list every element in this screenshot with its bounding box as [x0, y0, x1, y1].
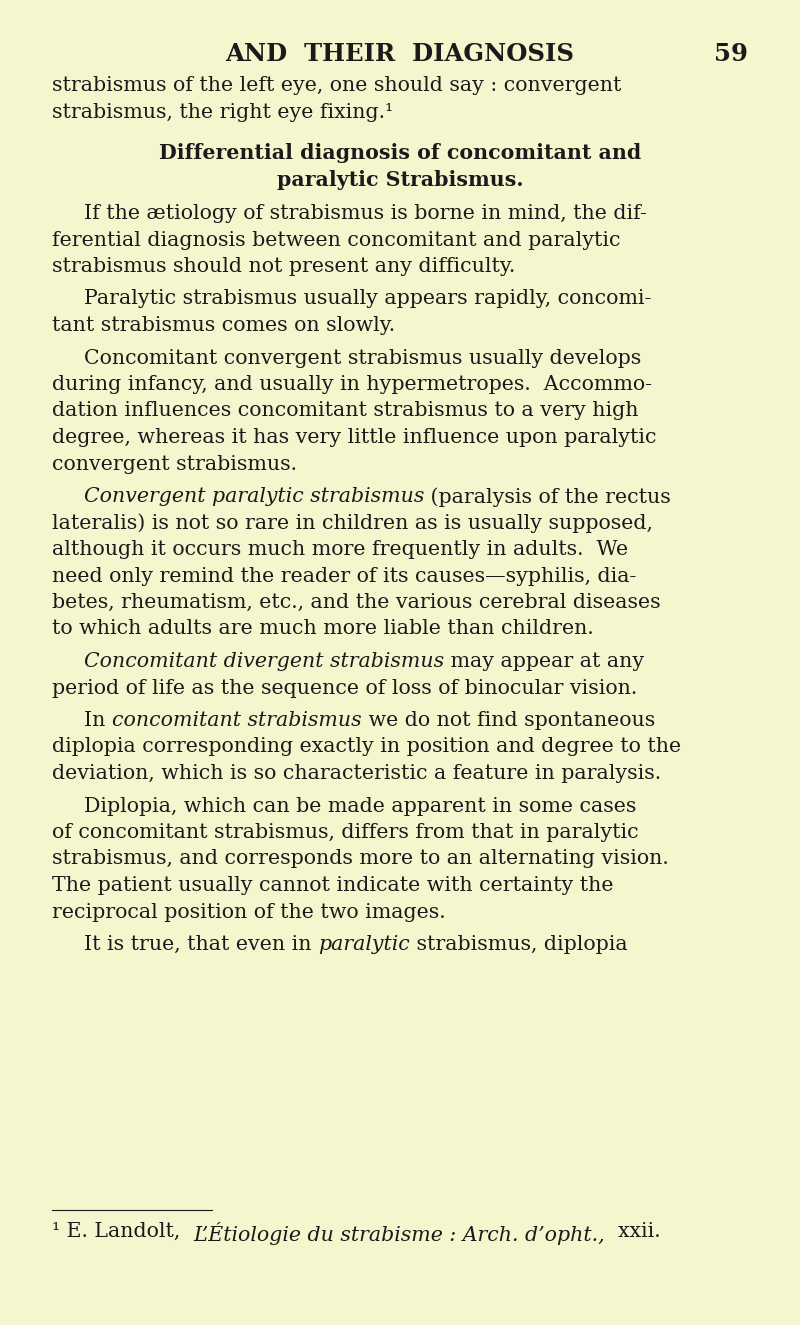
Text: L’Étiologie du strabisme : Arch. d’opht.,: L’Étiologie du strabisme : Arch. d’opht.… — [194, 1222, 605, 1246]
Text: diplopia corresponding exactly in position and degree to the: diplopia corresponding exactly in positi… — [52, 738, 681, 757]
Text: may appear at any: may appear at any — [444, 652, 644, 670]
Text: ¹ E. Landolt,: ¹ E. Landolt, — [52, 1222, 194, 1242]
Text: need only remind the reader of its causes—syphilis, dia-: need only remind the reader of its cause… — [52, 567, 636, 586]
Text: The patient usually cannot indicate with certainty the: The patient usually cannot indicate with… — [52, 876, 614, 894]
Text: concomitant strabismus: concomitant strabismus — [112, 712, 362, 730]
Text: although it occurs much more frequently in adults.  We: although it occurs much more frequently … — [52, 541, 628, 559]
Text: strabismus, diplopia: strabismus, diplopia — [410, 935, 627, 954]
Text: paralytic: paralytic — [318, 935, 410, 954]
Text: we do not find spontaneous: we do not find spontaneous — [362, 712, 654, 730]
Text: strabismus, the right eye fixing.¹: strabismus, the right eye fixing.¹ — [52, 102, 393, 122]
Text: to which adults are much more liable than children.: to which adults are much more liable tha… — [52, 620, 594, 639]
Text: Paralytic strabismus usually appears rapidly, concomi-: Paralytic strabismus usually appears rap… — [84, 289, 651, 309]
Text: Convergent paralytic strabismus: Convergent paralytic strabismus — [84, 488, 424, 506]
Text: during infancy, and usually in hypermetropes.  Accommo-: during infancy, and usually in hypermetr… — [52, 375, 652, 394]
Text: xxii.: xxii. — [605, 1222, 661, 1242]
Text: strabismus, and corresponds more to an alternating vision.: strabismus, and corresponds more to an a… — [52, 849, 669, 868]
Text: reciprocal position of the two images.: reciprocal position of the two images. — [52, 902, 446, 921]
Text: Differential diagnosis of concomitant and: Differential diagnosis of concomitant an… — [159, 143, 641, 163]
Text: Diplopia, which can be made apparent in some cases: Diplopia, which can be made apparent in … — [84, 796, 636, 815]
Text: Concomitant convergent strabismus usually develops: Concomitant convergent strabismus usuall… — [84, 348, 642, 367]
Text: paralytic Strabismus.: paralytic Strabismus. — [277, 170, 523, 189]
Text: tant strabismus comes on slowly.: tant strabismus comes on slowly. — [52, 315, 395, 335]
Text: Concomitant divergent strabismus: Concomitant divergent strabismus — [84, 652, 444, 670]
Text: deviation, which is so characteristic a feature in paralysis.: deviation, which is so characteristic a … — [52, 765, 661, 783]
Text: (paralysis of the rectus: (paralysis of the rectus — [424, 488, 671, 506]
Text: 59: 59 — [714, 42, 748, 66]
Text: In: In — [84, 712, 112, 730]
Text: betes, rheumatism, etc., and the various cerebral diseases: betes, rheumatism, etc., and the various… — [52, 594, 661, 612]
Text: period of life as the sequence of loss of binocular vision.: period of life as the sequence of loss o… — [52, 678, 638, 697]
Text: dation influences concomitant strabismus to a very high: dation influences concomitant strabismus… — [52, 401, 638, 420]
Text: of concomitant strabismus, differs from that in paralytic: of concomitant strabismus, differs from … — [52, 823, 638, 841]
Text: degree, whereas it has very little influence upon paralytic: degree, whereas it has very little influ… — [52, 428, 657, 447]
Text: convergent strabismus.: convergent strabismus. — [52, 454, 297, 473]
Text: It is true, that even in: It is true, that even in — [84, 935, 318, 954]
Text: If the ætiology of strabismus is borne in mind, the dif-: If the ætiology of strabismus is borne i… — [84, 204, 647, 223]
Text: ferential diagnosis between concomitant and paralytic: ferential diagnosis between concomitant … — [52, 231, 621, 249]
Text: strabismus should not present any difficulty.: strabismus should not present any diffic… — [52, 257, 515, 276]
Text: lateralis) is not so rare in children as is usually supposed,: lateralis) is not so rare in children as… — [52, 514, 653, 533]
Text: strabismus of the left eye, one should say : convergent: strabismus of the left eye, one should s… — [52, 76, 622, 95]
Text: AND  THEIR  DIAGNOSIS: AND THEIR DIAGNOSIS — [226, 42, 574, 66]
